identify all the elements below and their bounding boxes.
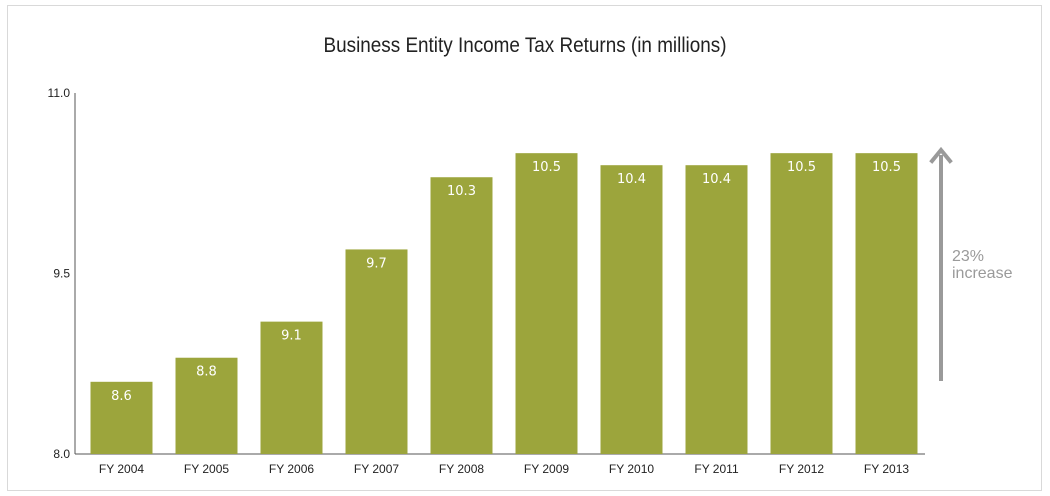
bar bbox=[175, 357, 238, 454]
bar bbox=[90, 381, 153, 454]
bar bbox=[600, 165, 663, 454]
bar bbox=[260, 321, 323, 454]
x-tick-label: FY 2008 bbox=[439, 462, 484, 476]
bar bbox=[685, 165, 748, 454]
x-axis-labels: FY 2004 FY 2005 FY 2006 FY 2007 FY 2008 FY 20… bbox=[99, 462, 909, 476]
x-tick-label: FY 2009 bbox=[524, 462, 569, 476]
bar-value-label: 8.6 bbox=[111, 389, 132, 404]
bar-value-label: 10.4 bbox=[617, 172, 646, 187]
increase-arrow bbox=[929, 146, 953, 381]
bar-value-label: 9.7 bbox=[366, 256, 387, 271]
x-tick-label: FY 2005 bbox=[184, 462, 229, 476]
bar-value-label: 10.5 bbox=[872, 160, 901, 175]
bar bbox=[515, 153, 578, 454]
x-tick-label: FY 2013 bbox=[864, 462, 909, 476]
bar-value-label: 10.4 bbox=[702, 172, 731, 187]
x-tick-label: FY 2006 bbox=[269, 462, 314, 476]
annotation-label: increase bbox=[952, 265, 1013, 282]
increase-annotation: 23% increase bbox=[952, 248, 1012, 282]
bar-value-label: 10.5 bbox=[787, 160, 816, 175]
increase-arrow-head bbox=[929, 146, 953, 164]
chart-title: Business Entity Income Tax Returns (in m… bbox=[323, 34, 727, 57]
x-tick-label: FY 2012 bbox=[779, 462, 824, 476]
bar bbox=[345, 249, 408, 454]
bar bbox=[770, 153, 833, 454]
bar-value-label: 10.5 bbox=[532, 160, 561, 175]
x-tick-label: FY 2007 bbox=[354, 462, 399, 476]
annotation-percent: 23% bbox=[952, 248, 985, 265]
y-tick-label: 9.5 bbox=[53, 267, 70, 281]
x-tick-label: FY 2011 bbox=[694, 462, 739, 476]
x-tick-label: FY 2004 bbox=[99, 462, 144, 476]
y-axis-ticks: 8.0 9.5 11.0 bbox=[48, 86, 71, 461]
y-tick-label: 8.0 bbox=[53, 447, 70, 461]
bar bbox=[855, 153, 918, 454]
y-tick-label: 11.0 bbox=[48, 86, 71, 100]
bar-value-label: 9.1 bbox=[281, 329, 302, 344]
bar-value-label: 10.3 bbox=[447, 184, 476, 199]
bar-value-label: 8.8 bbox=[196, 365, 217, 380]
x-tick-label: FY 2010 bbox=[609, 462, 654, 476]
bars-group: 8.6 8.8 9.1 9.7 10.3 10.5 10.4 10.4 10.5 10.5 bbox=[90, 153, 918, 454]
bar bbox=[430, 177, 493, 454]
